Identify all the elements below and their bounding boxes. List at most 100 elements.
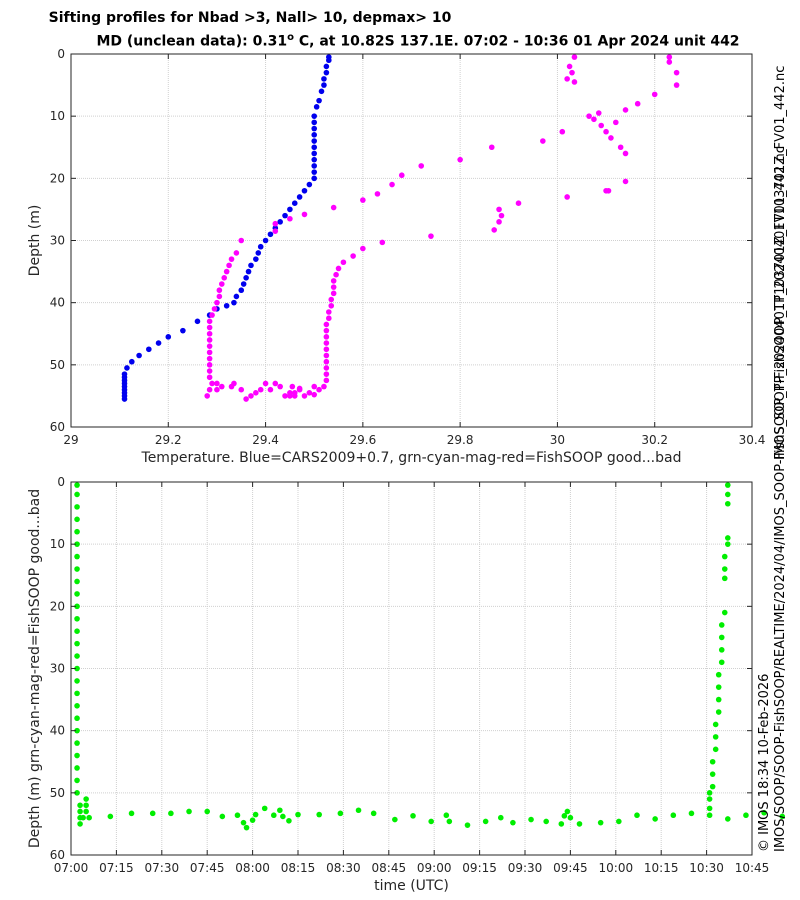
data-point-series0 <box>306 181 313 188</box>
data-point-series0 <box>721 575 728 582</box>
data-point-series0 <box>74 715 80 722</box>
data-point-series1 <box>272 380 279 387</box>
data-point-series1 <box>214 386 220 393</box>
x-tick-label: 07:45 <box>190 861 225 875</box>
data-point-series1 <box>323 321 330 328</box>
data-point-series0 <box>558 821 565 827</box>
data-point-series0 <box>709 771 716 777</box>
data-point-series1 <box>673 69 680 76</box>
data-point-series0 <box>428 818 434 825</box>
data-point-series1 <box>608 135 614 141</box>
data-point-series1 <box>248 393 254 399</box>
data-point-series1 <box>206 324 213 331</box>
data-point-series0 <box>715 684 722 690</box>
data-point-series1 <box>634 100 641 107</box>
data-point-series0 <box>252 811 259 818</box>
data-point-series0 <box>709 783 716 790</box>
data-point-series1 <box>216 293 223 300</box>
data-point-series1 <box>350 253 356 259</box>
data-point-series1 <box>206 337 213 343</box>
data-point-series1 <box>243 396 249 402</box>
data-point-series0 <box>715 696 722 703</box>
y-tick-label: 10 <box>50 109 65 123</box>
data-point-series0 <box>74 578 80 585</box>
data-point-series0 <box>74 665 80 672</box>
data-point-series1 <box>301 211 308 218</box>
data-point-series1 <box>206 386 213 393</box>
data-point-series0 <box>296 194 303 200</box>
data-point-series0 <box>323 63 330 70</box>
data-point-series0 <box>446 818 453 825</box>
data-point-series0 <box>597 819 604 826</box>
data-point-series0 <box>238 287 245 294</box>
data-point-series0 <box>129 358 135 365</box>
x-tick-label: 09:00 <box>417 861 452 875</box>
data-point-series0 <box>616 818 622 825</box>
x-tick-label: 29.2 <box>155 433 182 447</box>
data-point-series1 <box>238 386 245 393</box>
data-point-series1 <box>328 302 335 309</box>
data-point-series0 <box>724 541 731 547</box>
x-tick-label: 07:30 <box>145 861 180 875</box>
data-point-series1 <box>311 391 318 398</box>
data-point-series1 <box>223 268 230 275</box>
data-point-series0 <box>497 814 504 821</box>
data-point-series0 <box>567 814 574 821</box>
data-point-series0 <box>74 640 80 647</box>
data-point-series0 <box>165 334 172 340</box>
data-point-series0 <box>510 819 516 826</box>
data-point-series0 <box>721 609 728 616</box>
data-point-series1 <box>289 383 296 390</box>
data-point-series1 <box>586 113 592 119</box>
data-point-series0 <box>761 809 767 816</box>
data-point-series0 <box>715 671 722 678</box>
data-point-series0 <box>724 816 731 822</box>
data-point-series1 <box>306 390 313 396</box>
data-point-series0 <box>311 119 318 126</box>
data-point-series0 <box>724 500 731 507</box>
x-tick-label: 10:30 <box>689 861 724 875</box>
data-point-series1 <box>666 54 673 60</box>
data-point-series1 <box>218 383 225 390</box>
data-point-series0 <box>107 813 114 820</box>
x-tick-label: 10:15 <box>644 861 679 875</box>
data-point-series1 <box>228 383 235 390</box>
data-point-series0 <box>74 566 80 572</box>
data-point-series0 <box>277 219 283 225</box>
data-point-series1 <box>323 334 330 340</box>
data-point-series0 <box>253 256 259 262</box>
data-point-series0 <box>286 818 292 824</box>
data-point-series0 <box>634 812 640 819</box>
x-tick-label: 29.4 <box>252 433 279 447</box>
data-point-series0 <box>219 813 226 820</box>
data-point-series0 <box>564 808 571 815</box>
data-point-series1 <box>515 200 522 206</box>
data-point-series0 <box>74 491 80 498</box>
data-point-series0 <box>74 740 80 746</box>
data-point-series1 <box>571 54 578 60</box>
data-point-series1 <box>287 215 293 222</box>
degree-symbol: o <box>287 32 294 43</box>
data-point-series0 <box>257 243 264 250</box>
x-tick-label: 30.2 <box>641 433 668 447</box>
data-point-series0 <box>706 796 713 802</box>
x-tick-label: 09:45 <box>553 861 588 875</box>
data-point-series1 <box>374 191 381 197</box>
data-point-series0 <box>724 491 731 498</box>
data-point-series0 <box>321 82 327 88</box>
x-tick-label: 08:15 <box>281 861 316 875</box>
data-point-series0 <box>77 821 83 827</box>
data-point-series0 <box>311 132 318 138</box>
data-point-series1 <box>418 163 425 169</box>
data-point-series0 <box>718 647 725 653</box>
data-point-series1 <box>323 358 330 365</box>
data-point-series1 <box>673 82 680 88</box>
y-axis-label: Depth (m) grn-cyan-mag-red=FishSOOP good… <box>27 489 43 848</box>
data-point-series0 <box>248 262 254 269</box>
data-point-series1 <box>496 219 502 225</box>
chart-title-line2: MD (unclean data): 0.31o C, at 10.82S 13… <box>96 32 740 50</box>
data-point-series0 <box>287 206 293 213</box>
data-point-series1 <box>622 178 629 185</box>
data-point-series0 <box>74 777 80 784</box>
y-axis-label: Depth (m) <box>27 205 43 277</box>
